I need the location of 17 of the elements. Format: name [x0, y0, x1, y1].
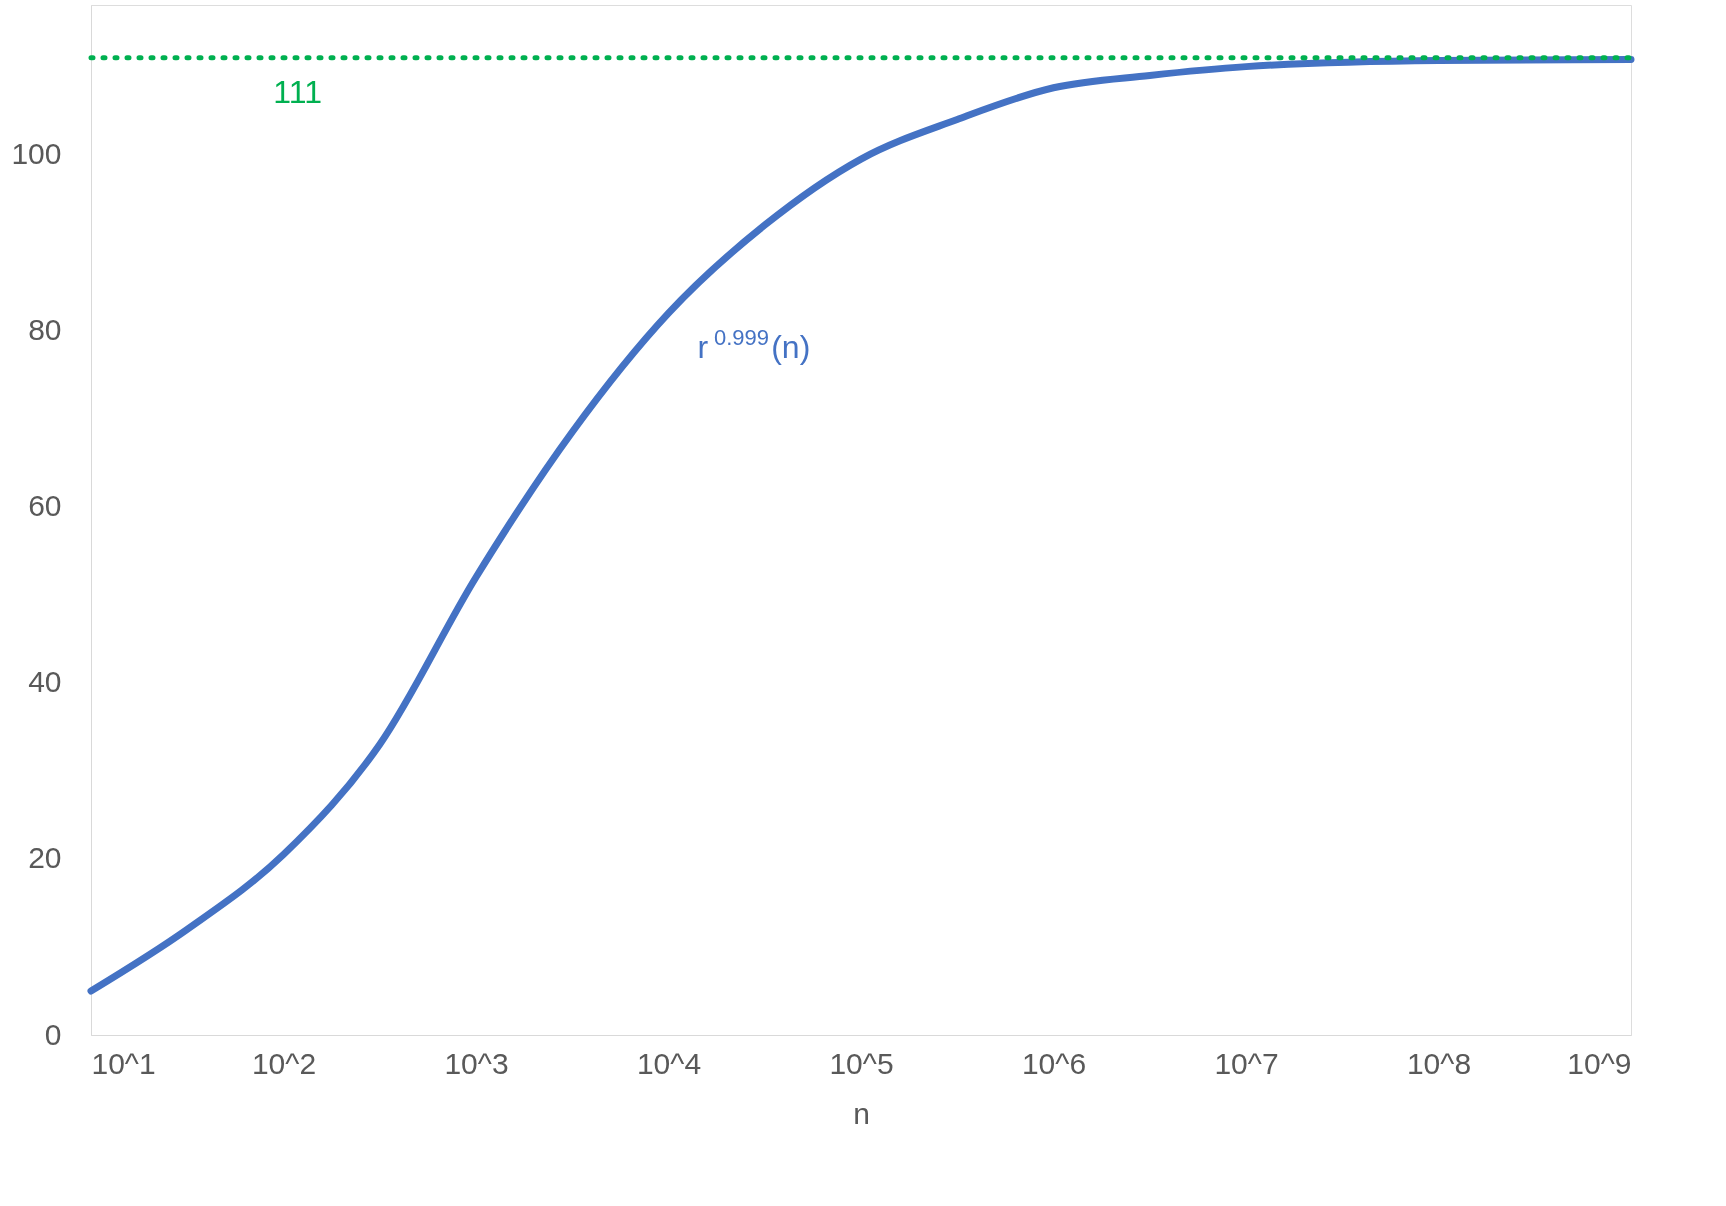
y-tick-label: 40 — [28, 665, 62, 699]
y-tick-label: 80 — [28, 313, 62, 347]
x-tick-label: 10^3 — [444, 1046, 509, 1080]
x-tick-label: 10^4 — [636, 1046, 702, 1080]
y-tick-label: 100 — [11, 137, 62, 171]
x-tick-label: 10^8 — [1406, 1046, 1472, 1080]
y-tick-label: 60 — [28, 489, 62, 523]
x-axis-title: n — [853, 1096, 870, 1130]
y-tick-label: 20 — [28, 841, 62, 875]
x-tick-label: 10^1 — [91, 1046, 156, 1080]
x-tick-label: 10^5 — [829, 1046, 894, 1080]
y-tick-label: 0 — [44, 1017, 62, 1051]
x-tick-label: 10^2 — [251, 1046, 317, 1080]
ref-line-label: 111 — [273, 74, 322, 111]
x-tick-label: 10^6 — [1021, 1046, 1087, 1080]
x-tick-label: 10^9 — [1567, 1046, 1632, 1080]
x-tick-label: 10^7 — [1214, 1046, 1279, 1080]
